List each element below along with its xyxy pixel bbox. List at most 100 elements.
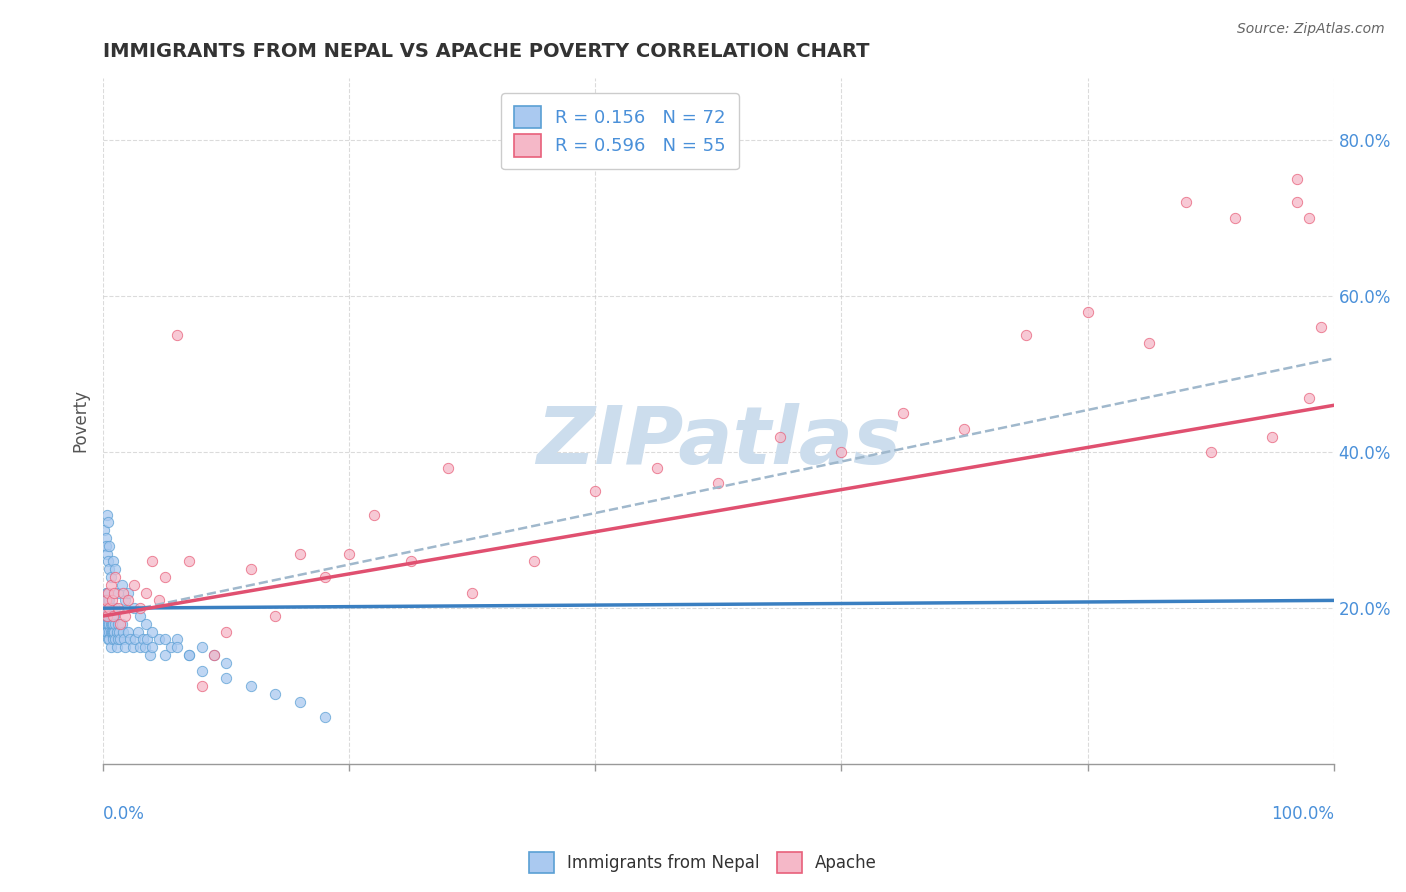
Point — [100, 570, 122, 584]
Point — [111, 585, 134, 599]
Point — [107, 585, 129, 599]
Point — [98, 601, 121, 615]
Point — [1015, 328, 1038, 343]
Point — [148, 632, 170, 647]
Point — [94, 593, 117, 607]
Point — [100, 578, 122, 592]
Point — [96, 601, 118, 615]
Point — [141, 640, 163, 655]
Point — [436, 460, 458, 475]
Point — [141, 554, 163, 568]
Text: 0.0%: 0.0% — [103, 805, 145, 823]
Point — [97, 609, 120, 624]
Point — [101, 624, 124, 639]
Point — [166, 640, 188, 655]
Point — [110, 616, 132, 631]
Point — [1225, 211, 1247, 225]
Point — [94, 539, 117, 553]
Point — [363, 508, 385, 522]
Point — [111, 624, 134, 639]
Y-axis label: Poverty: Poverty — [72, 390, 89, 452]
Point — [1261, 429, 1284, 443]
Point — [97, 616, 120, 631]
Legend: Immigrants from Nepal, Apache: Immigrants from Nepal, Apache — [523, 846, 883, 880]
Point — [117, 593, 139, 607]
Point — [94, 601, 117, 615]
Point — [1298, 211, 1320, 225]
Point — [96, 585, 118, 599]
Point — [97, 601, 120, 615]
Point — [94, 609, 117, 624]
Point — [707, 476, 730, 491]
Point — [103, 585, 125, 599]
Point — [97, 585, 120, 599]
Point — [148, 593, 170, 607]
Point — [98, 593, 121, 607]
Point — [135, 585, 157, 599]
Point — [159, 640, 181, 655]
Point — [110, 578, 132, 592]
Point — [103, 624, 125, 639]
Point — [100, 624, 122, 639]
Point — [1310, 320, 1333, 334]
Point — [127, 624, 149, 639]
Point — [190, 664, 212, 678]
Point — [97, 593, 120, 607]
Point — [98, 609, 121, 624]
Point — [215, 624, 238, 639]
Point — [96, 508, 118, 522]
Point — [190, 640, 212, 655]
Point — [1285, 195, 1308, 210]
Point — [98, 632, 121, 647]
Point — [101, 632, 124, 647]
Point — [179, 648, 201, 662]
Point — [105, 624, 128, 639]
Point — [131, 632, 153, 647]
Point — [93, 593, 115, 607]
Point — [96, 609, 118, 624]
Point — [112, 632, 135, 647]
Point — [239, 679, 262, 693]
Point — [288, 547, 311, 561]
Point — [215, 656, 238, 670]
Point — [93, 601, 115, 615]
Point — [215, 672, 238, 686]
Point — [100, 624, 122, 639]
Text: 100.0%: 100.0% — [1271, 805, 1334, 823]
Point — [124, 632, 146, 647]
Point — [107, 632, 129, 647]
Point — [1175, 195, 1198, 210]
Point — [100, 593, 122, 607]
Point — [583, 484, 606, 499]
Point — [141, 624, 163, 639]
Point — [110, 632, 132, 647]
Point — [94, 616, 117, 631]
Point — [96, 593, 118, 607]
Point — [114, 609, 136, 624]
Point — [190, 679, 212, 693]
Point — [891, 406, 914, 420]
Point — [97, 632, 120, 647]
Point — [101, 554, 124, 568]
Point — [122, 601, 145, 615]
Point — [153, 648, 176, 662]
Point — [96, 616, 118, 631]
Text: IMMIGRANTS FROM NEPAL VS APACHE POVERTY CORRELATION CHART: IMMIGRANTS FROM NEPAL VS APACHE POVERTY … — [103, 42, 870, 61]
Point — [100, 616, 122, 631]
Point — [1076, 304, 1098, 318]
Legend: R = 0.156   N = 72, R = 0.596   N = 55: R = 0.156 N = 72, R = 0.596 N = 55 — [501, 94, 738, 169]
Point — [93, 601, 115, 615]
Point — [101, 616, 124, 631]
Point — [104, 562, 127, 576]
Point — [100, 640, 122, 655]
Point — [101, 609, 124, 624]
Point — [134, 640, 156, 655]
Point — [108, 624, 131, 639]
Point — [107, 616, 129, 631]
Point — [523, 554, 546, 568]
Point — [179, 648, 201, 662]
Point — [264, 609, 287, 624]
Point — [93, 609, 115, 624]
Point — [399, 554, 422, 568]
Point — [337, 547, 360, 561]
